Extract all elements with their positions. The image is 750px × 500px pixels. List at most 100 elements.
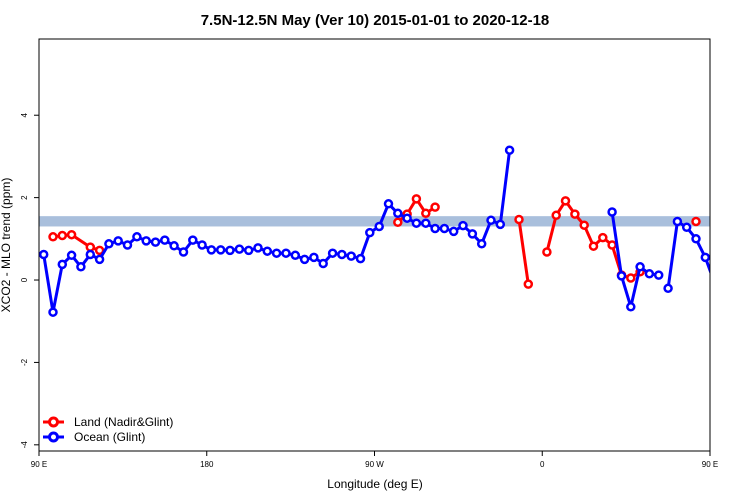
- background-band: [39, 216, 710, 227]
- legend: Land (Nadir&Glint) Ocean (Glint): [43, 415, 173, 444]
- data-point: [560, 196, 571, 206]
- data-point: [523, 279, 534, 289]
- data-point: [281, 248, 291, 258]
- data-point: [448, 226, 459, 237]
- data-point: [616, 271, 627, 281]
- data-point: [271, 248, 282, 258]
- x-tick-label: 90 E: [702, 460, 718, 469]
- data-point: [495, 219, 506, 230]
- data-point: [66, 229, 77, 240]
- data-point: [430, 202, 440, 212]
- data-point: [355, 253, 366, 264]
- data-point: [598, 232, 608, 243]
- data-point: [85, 249, 96, 260]
- data-point: [542, 247, 552, 257]
- legend-marker-land: [48, 416, 59, 428]
- data-point: [197, 240, 207, 250]
- data-point: [411, 218, 422, 228]
- data-point: [318, 258, 328, 269]
- data-point: [76, 262, 86, 272]
- data-point: [39, 249, 49, 260]
- data-point: [113, 236, 123, 246]
- data-point: [588, 241, 599, 251]
- legend-item-land: Land (Nadir&Glint): [43, 415, 173, 429]
- data-point: [607, 240, 617, 250]
- series-ocean: [39, 145, 746, 317]
- data-point: [421, 208, 431, 219]
- series-line: [517, 219, 530, 285]
- data-point: [411, 194, 422, 204]
- data-point: [57, 259, 68, 270]
- data-point: [730, 309, 737, 316]
- data-point: [299, 254, 310, 265]
- data-point: [393, 208, 403, 219]
- data-point: [579, 220, 589, 230]
- data-point: [607, 207, 617, 217]
- data-point: [383, 199, 394, 209]
- data-point: [132, 232, 142, 242]
- data-point: [188, 235, 198, 245]
- y-tick-label: 4: [20, 112, 29, 117]
- series-line: [666, 220, 710, 289]
- data-point: [653, 270, 664, 280]
- data-point: [243, 245, 254, 256]
- y-tick-label: -4: [20, 441, 29, 449]
- data-point: [458, 220, 468, 231]
- data-point: [309, 252, 319, 263]
- data-point: [421, 218, 431, 228]
- x-tick-label: 90 E: [31, 460, 47, 469]
- band-ocean: [39, 216, 710, 227]
- data-point: [402, 213, 412, 223]
- x-axis: 90 E 180 90 W 0 90 E: [31, 451, 718, 469]
- data-point: [327, 248, 338, 258]
- data-point: [721, 251, 728, 258]
- legend-marker-ocean: [48, 431, 59, 443]
- data-point: [66, 250, 77, 261]
- data-point: [739, 261, 746, 268]
- data-point: [150, 237, 161, 247]
- data-point: [94, 254, 105, 265]
- data-point: [48, 307, 58, 317]
- data-point: [626, 302, 636, 312]
- y-axis-label: XCO2 - MLO trend (ppm): [0, 178, 13, 313]
- data-point: [253, 243, 263, 253]
- data-point: [122, 240, 133, 250]
- data-point: [570, 209, 580, 219]
- data-point: [234, 244, 245, 254]
- data-point: [346, 251, 356, 261]
- data-point: [225, 245, 235, 256]
- data-point: [262, 246, 273, 256]
- x-tick-label: 180: [200, 460, 214, 469]
- x-axis-label: Longitude (deg E): [327, 477, 422, 491]
- data-point: [160, 235, 170, 245]
- chart-title: 7.5N-12.5N May (Ver 10) 2015-01-01 to 20…: [201, 12, 550, 29]
- data-point: [104, 239, 114, 249]
- data-point: [663, 283, 673, 294]
- data-point: [365, 227, 375, 238]
- y-tick-label: 0: [20, 277, 29, 282]
- data-point: [691, 234, 701, 244]
- data-point: [141, 236, 151, 246]
- data-point: [290, 250, 301, 261]
- data-point: [514, 214, 524, 225]
- data-point: [439, 223, 450, 234]
- series-line: [42, 150, 512, 314]
- y-tick-label: 2: [20, 195, 29, 200]
- data-point: [635, 262, 645, 272]
- data-point: [626, 273, 636, 283]
- series-line: [545, 199, 641, 280]
- data-point: [169, 241, 179, 251]
- data-point: [730, 233, 737, 240]
- series-line: [733, 235, 750, 237]
- series-layer: [39, 145, 750, 317]
- data-point: [486, 215, 496, 226]
- x-tick-label: 0: [540, 460, 545, 469]
- data-point: [430, 223, 440, 234]
- data-point: [48, 232, 58, 242]
- y-axis: -4 -2 0 2 4: [20, 112, 39, 448]
- data-point: [644, 269, 655, 279]
- data-point: [739, 232, 746, 239]
- data-point: [206, 245, 217, 255]
- series-land: [48, 194, 750, 289]
